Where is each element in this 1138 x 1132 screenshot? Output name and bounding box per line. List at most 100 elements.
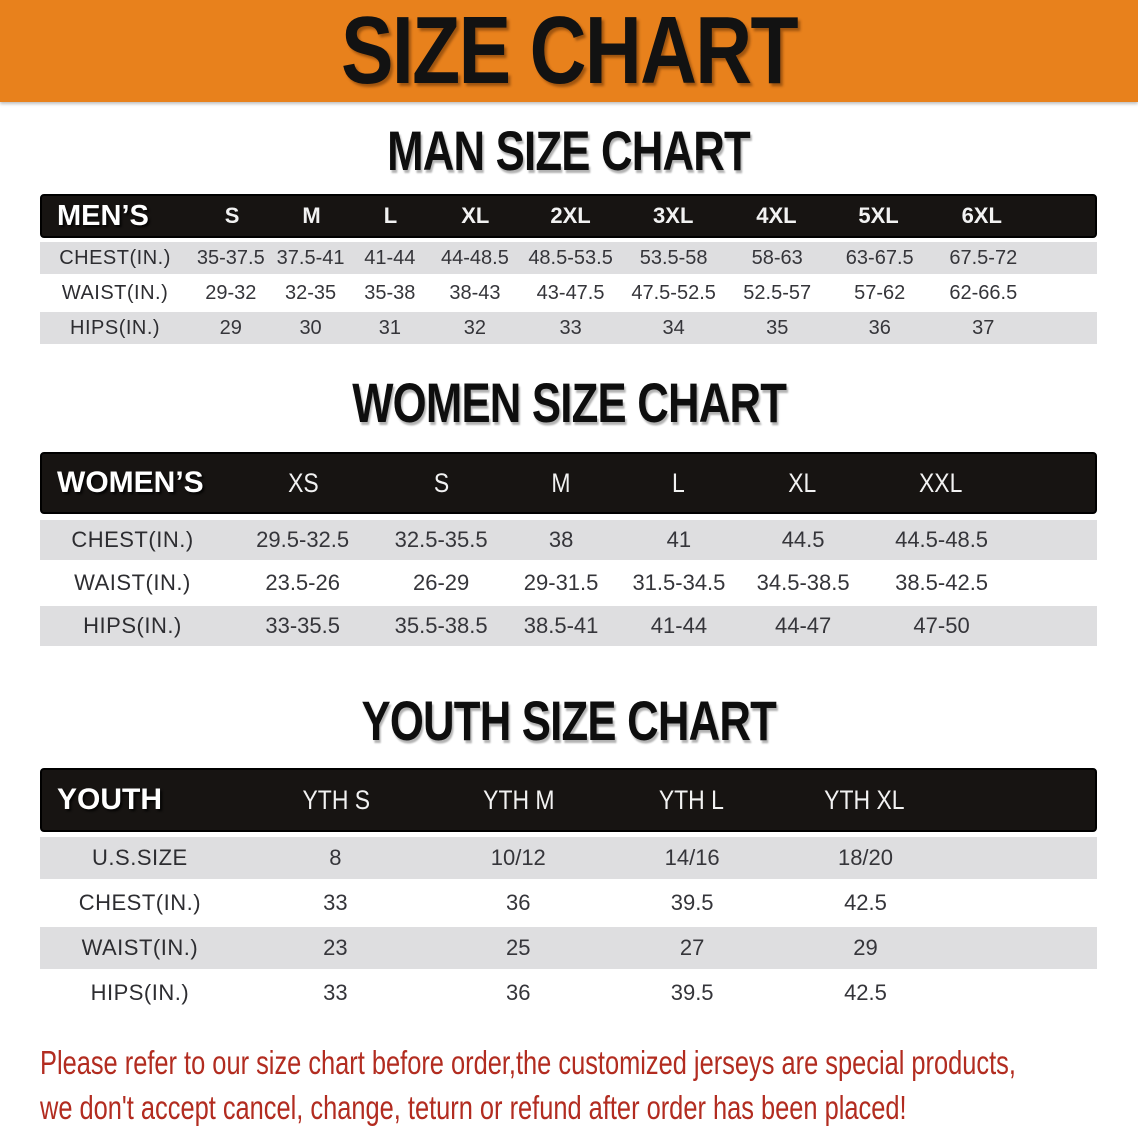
men-header-row: MEN’S S M L XL 2XL 3XL 4XL 5XL 6XL [40, 194, 1097, 238]
cell: 32 [463, 316, 487, 339]
men-col-xl: XL [461, 203, 490, 228]
women-col-xs: XS [288, 467, 319, 498]
cell: 38.5-42.5 [895, 570, 989, 595]
women-col-s: S [433, 467, 450, 498]
cell: 37.5-41 [276, 246, 345, 269]
cell: 39.5 [670, 980, 714, 1005]
cell: 32-35 [284, 281, 337, 304]
cell: 23 [323, 935, 348, 960]
cell: 42.5 [844, 890, 887, 915]
cell: 14/16 [664, 845, 720, 870]
men-col-6xl: 6XL [961, 203, 1002, 228]
men-col-l: L [383, 203, 398, 228]
row-label: HIPS(IN.) [83, 613, 182, 638]
women-chest-row: CHEST(IN.) 29.5-32.5 32.5-35.5 38 41 44.… [40, 520, 1097, 560]
cell: 35 [766, 316, 789, 339]
cell: 47.5-52.5 [631, 281, 716, 304]
cell: 29 [853, 935, 878, 960]
women-table-title: WOMEN’S [57, 466, 204, 499]
row-label: WAIST(IN.) [61, 281, 169, 304]
cell: 36 [868, 316, 891, 339]
cell: 25 [506, 935, 531, 960]
youth-col-s: YTH S [302, 784, 371, 815]
cell: 31.5-34.5 [632, 570, 726, 595]
women-header-row: WOMEN’S XS S M L XL XXL [40, 452, 1097, 514]
man-section-heading: MAN SIZE CHART [0, 122, 1138, 180]
cell: 26-29 [412, 570, 470, 595]
women-section-heading: WOMEN SIZE CHART [0, 374, 1138, 432]
women-col-m: M [551, 467, 571, 498]
cell: 52.5-57 [743, 281, 812, 304]
note-line-2: we don't accept cancel, change, teturn o… [40, 1089, 907, 1126]
cell: 38-43 [449, 281, 501, 304]
youth-col-l: YTH L [659, 784, 725, 815]
women-heading-text: WOMEN SIZE CHART [351, 371, 787, 434]
women-col-xxl: XXL [918, 467, 962, 498]
cell: 67.5-72 [949, 246, 1018, 269]
cell: 18/20 [837, 845, 894, 870]
cell: 38.5-41 [523, 613, 599, 638]
cell: 33 [559, 316, 582, 339]
youth-waist-row: WAIST(IN.) 23 25 27 29 [40, 927, 1097, 969]
women-col-xl: XL [788, 467, 817, 498]
youth-col-m: YTH M [482, 784, 555, 815]
youth-size-table: YOUTH YTH S YTH M YTH L YTH XL U.S.SIZE … [40, 768, 1097, 1014]
cell: 62-66.5 [949, 281, 1018, 304]
row-label: CHEST(IN.) [59, 246, 171, 269]
cell: 8 [329, 845, 342, 870]
cell: 35-37.5 [196, 246, 265, 269]
cell: 34 [662, 316, 685, 339]
men-col-2xl: 2XL [550, 203, 591, 228]
cell: 35.5-38.5 [394, 613, 488, 638]
cell: 33 [323, 980, 348, 1005]
cell: 41 [666, 527, 692, 552]
cell: 23.5-26 [265, 570, 340, 595]
men-chest-row: CHEST(IN.) 35-37.5 37.5-41 41-44 44-48.5… [40, 242, 1097, 274]
size-chart-banner: SIZE CHART [0, 0, 1138, 102]
row-label: HIPS(IN.) [70, 316, 161, 339]
cell: 41-44 [364, 246, 416, 269]
cell: 44.5 [781, 527, 825, 552]
cell: 39.5 [670, 890, 714, 915]
women-col-l: L [672, 467, 685, 498]
cell: 32.5-35.5 [394, 527, 488, 552]
youth-table-title: YOUTH [57, 783, 162, 816]
cell: 63-67.5 [845, 246, 914, 269]
youth-heading-text: YOUTH SIZE CHART [361, 689, 777, 752]
cell: 29-31.5 [523, 570, 599, 595]
cell: 47-50 [913, 613, 970, 638]
cell: 34.5-38.5 [756, 570, 850, 595]
cell: 57-62 [854, 281, 906, 304]
men-waist-row: WAIST(IN.) 29-32 32-35 35-38 38-43 43-47… [40, 277, 1097, 309]
youth-header-row: YOUTH YTH S YTH M YTH L YTH XL [40, 768, 1097, 832]
cell: 36 [506, 980, 531, 1005]
men-col-s: S [224, 203, 240, 228]
cell: 29-32 [205, 281, 257, 304]
cell: 33 [323, 890, 348, 915]
row-label: WAIST(IN.) [81, 935, 199, 960]
cell: 36 [506, 890, 531, 915]
row-label: U.S.SIZE [92, 845, 188, 870]
cell: 48.5-53.5 [528, 246, 613, 269]
men-size-table: MEN’S S M L XL 2XL 3XL 4XL 5XL 6XL CHEST… [40, 194, 1097, 344]
women-waist-row: WAIST(IN.) 23.5-26 26-29 29-31.5 31.5-34… [40, 563, 1097, 603]
cell: 44-47 [774, 613, 832, 638]
banner-title: SIZE CHART [341, 0, 799, 104]
youth-hips-row: HIPS(IN.) 33 36 39.5 42.5 [40, 972, 1097, 1014]
row-label: CHEST(IN.) [78, 890, 202, 915]
cell: 43-47.5 [536, 281, 605, 304]
man-heading-text: MAN SIZE CHART [387, 119, 752, 182]
cell: 29.5-32.5 [256, 527, 350, 552]
youth-ussize-row: U.S.SIZE 8 10/12 14/16 18/20 [40, 837, 1097, 879]
youth-col-xl: YTH XL [824, 784, 905, 815]
cell: 38 [548, 527, 574, 552]
cell: 44.5-48.5 [895, 527, 989, 552]
youth-chest-row: CHEST(IN.) 33 36 39.5 42.5 [40, 882, 1097, 924]
cell: 53.5-58 [639, 246, 708, 269]
men-table-title: MEN’S [57, 199, 149, 232]
cell: 30 [299, 316, 322, 339]
men-col-3xl: 3XL [653, 203, 694, 228]
row-label: CHEST(IN.) [71, 527, 194, 552]
cell: 27 [679, 935, 705, 960]
cell: 37 [972, 316, 995, 339]
